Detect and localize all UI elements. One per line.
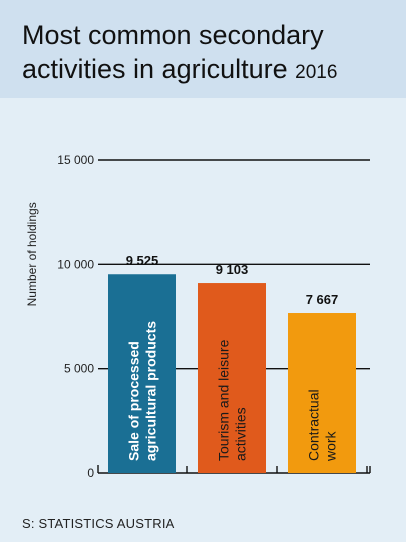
category-label-3-line-2: work <box>323 430 339 462</box>
title-line-2: activities in agriculture <box>22 54 288 84</box>
bar-1 <box>108 274 176 473</box>
category-label-1: Sale of processed agricultural products <box>126 321 159 461</box>
category-label-2: Tourism and leisure activities <box>216 339 249 461</box>
value-label-2: 9 103 <box>216 262 249 277</box>
chart-title: Most common secondary activities in agric… <box>22 18 402 90</box>
title-line-1: Most common secondary <box>22 20 324 50</box>
category-label-2-line-1: Tourism and leisure <box>216 339 232 461</box>
category-label-1-line-2: agricultural products <box>143 321 159 461</box>
category-label-2-line-2: activities <box>233 407 249 461</box>
y-tick-label-1: 5 000 <box>64 362 94 376</box>
value-label-3: 7 667 <box>306 292 339 307</box>
title-year: 2016 <box>295 62 338 83</box>
source-note: S: STATISTICS AUSTRIA <box>22 516 175 531</box>
y-tick-label-3: 15 000 <box>57 153 94 167</box>
category-label-3-line-1: Contractual <box>306 389 322 461</box>
y-tick-label-2: 10 000 <box>57 257 94 271</box>
bar-chart: 0 5 000 10 000 15 000 Number of holdings 9 52… <box>25 153 371 480</box>
header-band <box>0 0 406 98</box>
bar-3 <box>288 313 356 473</box>
value-label-1: 9 525 <box>126 253 159 268</box>
category-label-1-line-1: Sale of processed <box>126 341 142 461</box>
category-label-3: Contractual work <box>306 389 339 462</box>
bar-2 <box>198 283 266 473</box>
y-axis-label: Number of holdings <box>25 202 39 306</box>
y-tick-label-0: 0 <box>87 466 94 480</box>
